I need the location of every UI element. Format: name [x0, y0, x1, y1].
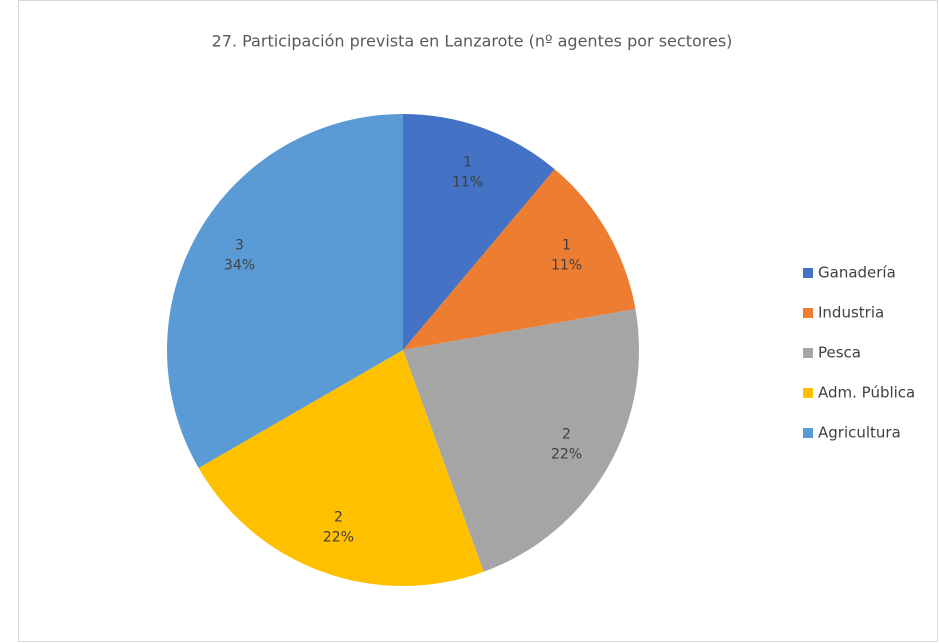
chart-title: 27. Participación prevista en Lanzarote … [212, 32, 733, 51]
data-label: 3 [235, 238, 244, 254]
legend-swatch [803, 268, 813, 278]
legend-swatch [803, 388, 813, 398]
legend-label: Ganadería [818, 264, 896, 282]
percent-label: 34% [224, 258, 255, 274]
percent-label: 11% [452, 175, 483, 191]
legend-swatch [803, 348, 813, 358]
data-label: 1 [463, 155, 472, 171]
legend-label: Adm. Pública [818, 384, 915, 402]
legend-label: Pesca [818, 344, 861, 362]
pie-slice [403, 169, 636, 350]
legend-label: Agricultura [818, 424, 901, 442]
percent-label: 11% [551, 258, 582, 274]
data-label: 2 [562, 426, 571, 442]
percent-label: 22% [551, 446, 582, 462]
legend-swatch [803, 308, 813, 318]
data-label: 1 [562, 238, 571, 254]
pie-slice [403, 114, 555, 350]
pie-slice [167, 114, 403, 468]
legend-label: Industria [818, 304, 884, 322]
legend-swatch [803, 428, 813, 438]
data-label: 2 [334, 509, 343, 525]
pie-slice [198, 350, 484, 586]
pie-slice [403, 309, 639, 572]
percent-label: 22% [323, 529, 354, 545]
